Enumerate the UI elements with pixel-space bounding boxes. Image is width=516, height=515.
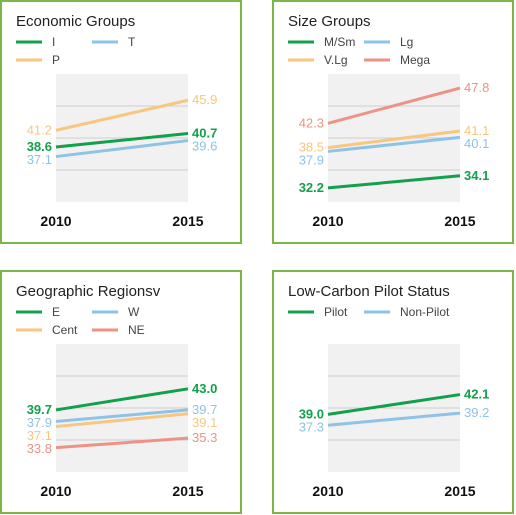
chart-panel-geographic-regions: Geographic Regionsv E W Cent NE 39.7 37.9 37.1 3…: [0, 270, 242, 514]
chart-title: Size Groups: [288, 13, 371, 30]
chart-panel-low-carbon-pilot-status: Low-Carbon Pilot Status Pilot Non-Pilot 39.…: [272, 270, 514, 514]
x-tick-label: 2010: [312, 213, 343, 229]
legend-label: Non-Pilot: [400, 305, 450, 319]
data-label: 37.9: [27, 415, 52, 430]
data-label: 34.1: [464, 168, 489, 183]
legend-label: M/Sm: [324, 35, 355, 49]
data-label: 38.5: [299, 140, 324, 155]
chart-title: Geographic Regionsv: [16, 283, 161, 300]
data-label: 42.3: [299, 115, 324, 130]
x-tick-label: 2015: [444, 483, 475, 499]
chart-panel-size-groups: Size Groups M/Sm Lg V.Lg Mega 42.3 38.5 37.9 32.…: [272, 0, 514, 244]
data-label: 39.1: [192, 415, 217, 430]
data-label: 39.7: [27, 402, 52, 417]
series-line-e: [55, 387, 189, 412]
x-tick-label: 2015: [172, 483, 203, 499]
x-tick-label: 2010: [312, 483, 343, 499]
chart-title: Low-Carbon Pilot Status: [288, 283, 450, 300]
series-line-cent: [55, 412, 189, 429]
legend-label: NE: [128, 323, 145, 337]
legend-label: Mega: [400, 53, 430, 67]
legend-label: V.Lg: [324, 53, 348, 67]
legend-label: I: [52, 35, 55, 49]
series-line-non-pilot: [327, 411, 461, 427]
series-line-m-sm: [327, 174, 461, 190]
legend-label: P: [52, 53, 60, 67]
data-label: 32.2: [299, 180, 324, 195]
series-line-w: [55, 408, 189, 423]
legend-label: E: [52, 305, 60, 319]
x-tick-label: 2015: [172, 213, 203, 229]
series-line-i: [55, 132, 189, 149]
data-label: 42.1: [464, 387, 489, 402]
data-label: 37.1: [27, 428, 52, 443]
legend-label: Cent: [52, 323, 78, 337]
data-label: 39.0: [299, 406, 324, 421]
data-label: 35.3: [192, 430, 217, 445]
legend-label: W: [128, 305, 140, 319]
data-label: 38.6: [27, 139, 52, 154]
data-label: 40.7: [192, 126, 217, 141]
chart-svg: Low-Carbon Pilot Status Pilot Non-Pilot 39.…: [288, 283, 489, 499]
data-label: 39.6: [192, 139, 217, 154]
data-label: 37.9: [299, 153, 324, 168]
data-label: 41.2: [27, 122, 52, 137]
chart-svg: Size Groups M/Sm Lg V.Lg Mega 42.3 38.537.9 32.…: [288, 13, 489, 229]
data-label: 40.1: [464, 136, 489, 151]
data-label: 43.0: [192, 381, 217, 396]
chart-svg: Economic Groups I T P 41.2 38.637.1 45.9 40.739…: [16, 13, 217, 229]
chart-title: Economic Groups: [16, 13, 135, 30]
data-label: 39.7: [192, 402, 217, 417]
series-line-lg: [327, 135, 461, 153]
series-line-v-lg: [327, 129, 461, 150]
chart-panel-economic-groups: Economic Groups I T P 41.2 38.6 37.1 45.9 40.7 39…: [0, 0, 242, 244]
data-label: 37.3: [299, 419, 324, 434]
legend-label: Pilot: [324, 305, 348, 319]
series-line-pilot: [327, 393, 461, 416]
data-label: 37.1: [27, 152, 52, 167]
x-tick-label: 2010: [40, 483, 71, 499]
legend-label: T: [128, 35, 136, 49]
data-label: 33.8: [27, 441, 52, 456]
series-line-mega: [327, 86, 461, 125]
x-tick-label: 2010: [40, 213, 71, 229]
series-line-ne: [55, 436, 189, 450]
legend-label: Lg: [400, 35, 413, 49]
x-tick-label: 2015: [444, 213, 475, 229]
data-label: 41.1: [464, 123, 489, 138]
series-line-p: [55, 98, 189, 132]
data-label: 45.9: [192, 92, 217, 107]
data-label: 47.8: [464, 80, 489, 95]
series-line-t: [55, 139, 189, 159]
data-label: 39.2: [464, 405, 489, 420]
